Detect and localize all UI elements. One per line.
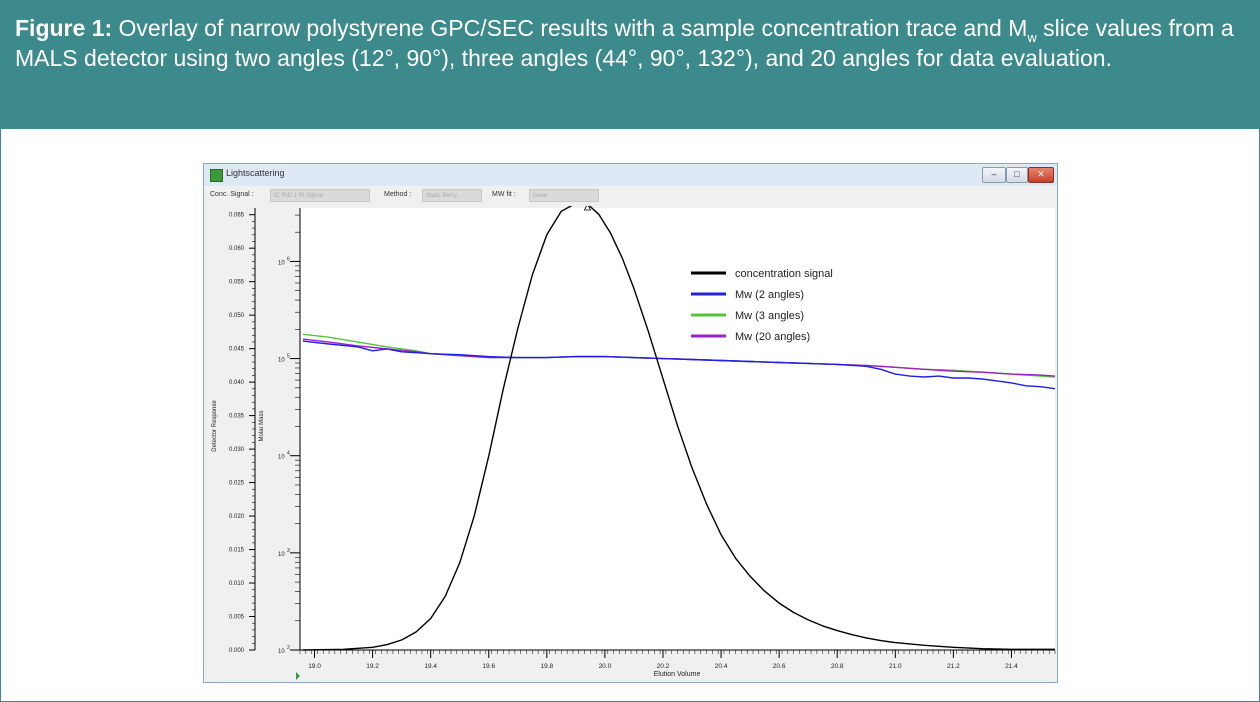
chart: 0.065 0.060 0.055 0.050 0.045 0.040 0.035 0.030… (204, 206, 1057, 682)
legend-label: Mw (3 angles) (735, 310, 804, 322)
caption-text-1: Overlay of narrow polystyrene GPC/SEC re… (112, 15, 1028, 41)
method-label: Method : (384, 191, 412, 198)
x-axis-label: Elution Volume (654, 671, 701, 678)
x-tick-label: 19.2 (366, 663, 379, 670)
left-tick-label: 0.020 (229, 514, 245, 520)
x-tick-label: 20.4 (715, 663, 728, 670)
method-select[interactable]: Static Berry (422, 189, 482, 202)
window-title: Lightscattering (226, 168, 285, 178)
concentration-line (302, 206, 1055, 651)
plot-area (300, 208, 1055, 650)
mwfit-label: MW fit : (492, 191, 516, 198)
right-tick-exp: 5 (287, 354, 290, 360)
x-tick-label: 21.4 (1005, 663, 1018, 670)
right-tick-base: 10 (278, 649, 285, 655)
x-tick-label: 19.0 (308, 663, 321, 670)
legend-label: Mw (20 angles) (735, 331, 810, 343)
left-tick-label: 0.030 (229, 447, 245, 453)
caption-text-2: slice values from a MALS detector using … (15, 15, 1234, 71)
caption-label: Figure 1: (15, 15, 113, 41)
left-tick-label: 0.060 (229, 246, 245, 252)
right-tick-exp: 6 (287, 256, 290, 262)
right-tick-exp: 3 (287, 548, 290, 554)
left-tick-label: 0.025 (229, 481, 245, 487)
right-tick-base: 10 (278, 552, 285, 558)
legend: concentration signal Mw (2 angles) Mw (3 a… (691, 268, 833, 343)
figure-caption: Figure 1: Overlay of narrow polystyrene … (1, 1, 1259, 129)
right-axis-label: Molar Mass (259, 410, 265, 441)
left-tick-label: 0.065 (229, 213, 245, 219)
right-tick-exp: 4 (287, 451, 290, 457)
caption-subscript: w (1027, 30, 1037, 45)
left-axis: 0.065 0.060 0.055 0.050 0.045 0.040 0.035 0.030… (229, 213, 255, 654)
legend-label: concentration signal (735, 268, 833, 280)
left-tick-label: 0.000 (229, 648, 245, 654)
legend-label: Mw (2 angles) (735, 289, 804, 301)
left-tick-label: 0.015 (229, 548, 245, 554)
maximize-button[interactable]: □ (1006, 167, 1028, 183)
mwfit-select[interactable]: linear (529, 189, 599, 202)
scroll-marker-icon[interactable] (296, 672, 300, 680)
x-tick-label: 21.0 (889, 663, 902, 670)
x-tick-label: 20.6 (773, 663, 786, 670)
x-tick-label: 20.8 (831, 663, 844, 670)
left-tick-label: 0.045 (229, 347, 245, 353)
x-axis: 19.0 19.2 19.4 19.6 19.8 20.0 20.2 20.4 20.6 20.8… (299, 650, 1056, 670)
series-group (302, 206, 1056, 651)
minimize-button[interactable]: – (982, 167, 1006, 183)
right-tick-exp: 2 (287, 645, 290, 651)
left-tick-label: 0.050 (229, 313, 245, 319)
right-tick-base: 10 (278, 260, 285, 266)
left-tick-label: 0.005 (229, 615, 245, 621)
peak-marker-icon (583, 206, 592, 211)
x-tick-label: 19.4 (424, 663, 437, 670)
x-tick-label: 19.6 (482, 663, 495, 670)
left-tick-label: 0.010 (229, 581, 245, 587)
app-icon (210, 169, 223, 182)
left-tick-label: 0.055 (229, 280, 245, 286)
left-axis-label: Detector Response (212, 400, 218, 452)
mw-2-angles-line (302, 340, 1056, 390)
window-toolbar: Conc. Signal : IC RID 1 RI Signal Method… (204, 186, 1057, 207)
close-button[interactable]: ✕ (1028, 167, 1054, 183)
x-tick-label: 19.8 (540, 663, 553, 670)
left-tick-label: 0.040 (229, 380, 245, 386)
lightscattering-window: Lightscattering – □ ✕ Conc. Signal : IC … (203, 163, 1058, 683)
right-tick-base: 10 (278, 455, 285, 461)
conc-signal-label: Conc. Signal : (210, 191, 254, 198)
window-titlebar: Lightscattering – □ ✕ (204, 164, 1057, 186)
right-tick-base: 10 (278, 358, 285, 364)
x-tick-label: 21.2 (947, 663, 960, 670)
x-tick-label: 20.0 (599, 663, 612, 670)
x-tick-label: 20.2 (657, 663, 670, 670)
conc-signal-select[interactable]: IC RID 1 RI Signal (270, 189, 370, 202)
left-tick-label: 0.035 (229, 414, 245, 420)
